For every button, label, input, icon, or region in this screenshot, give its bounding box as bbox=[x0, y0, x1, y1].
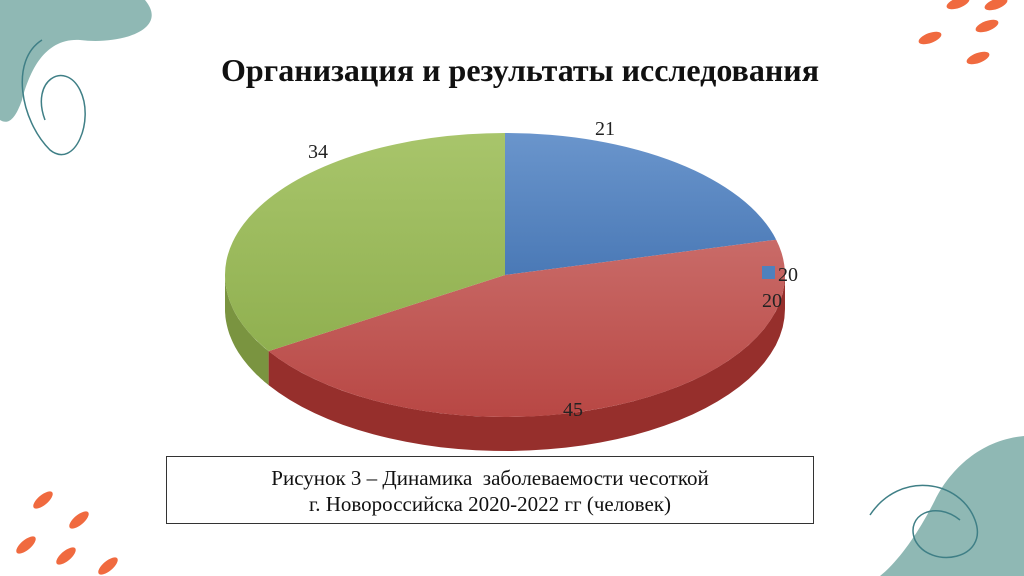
slice-2022 bbox=[224, 133, 506, 352]
data-label-slice-2021: 45 bbox=[563, 399, 583, 421]
caption-line-2: г. Новороссийска 2020-2022 гг (человек) bbox=[309, 492, 671, 516]
slice-2021-side bbox=[268, 275, 786, 451]
legend-label-2020: 2020 bbox=[762, 264, 798, 312]
orange-dash-cluster-bottom-left bbox=[16, 491, 118, 575]
slice-2021 bbox=[268, 239, 785, 417]
slice-2020 bbox=[505, 133, 777, 275]
legend-swatch-2020 bbox=[762, 266, 775, 279]
orange-dash-cluster-top-right bbox=[918, 0, 1008, 65]
slice-2022-side bbox=[225, 275, 269, 386]
teal-blob-top-left bbox=[0, 0, 152, 122]
teal-loop-top-left bbox=[21, 39, 86, 156]
data-label-slice-2022: 34 bbox=[308, 141, 328, 163]
slide-title: Организация и результаты исследования bbox=[220, 52, 820, 88]
teal-loop-bottom-right bbox=[869, 484, 979, 559]
chart-legend: 2020 bbox=[762, 262, 806, 314]
data-label-slice-2020: 21 bbox=[595, 118, 615, 140]
caption-line-1: Рисунок 3 – Динамика заболеваемости чесо… bbox=[271, 466, 709, 490]
figure-caption: Рисунок 3 – Динамика заболеваемости чесо… bbox=[166, 456, 814, 524]
